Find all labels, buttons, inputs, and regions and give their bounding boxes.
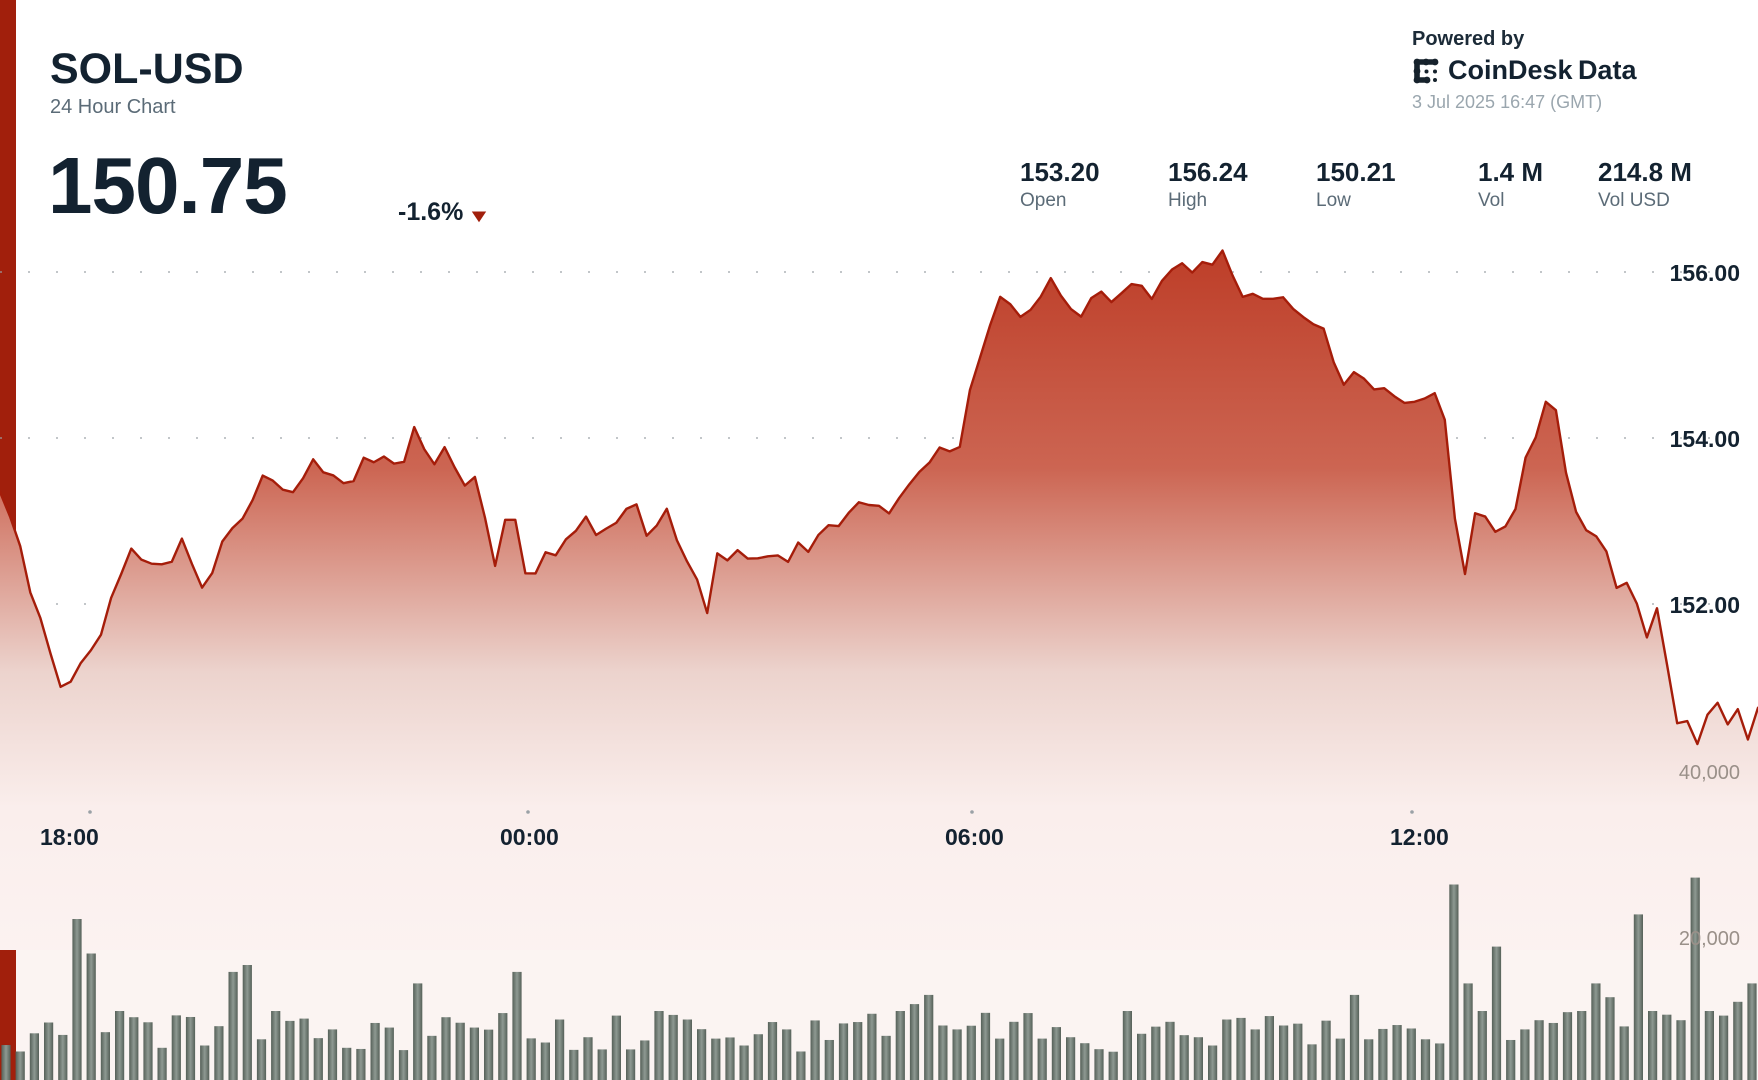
svg-text:12:00: 12:00: [1390, 824, 1449, 850]
svg-text:18:00: 18:00: [40, 824, 99, 850]
svg-text:156.00: 156.00: [1670, 260, 1740, 286]
svg-text:06:00: 06:00: [945, 824, 1004, 850]
svg-text:152.00: 152.00: [1670, 592, 1740, 618]
svg-text:154.00: 154.00: [1670, 426, 1740, 452]
svg-text:40,000: 40,000: [1679, 762, 1740, 784]
svg-text:00:00: 00:00: [500, 824, 559, 850]
svg-text:20,000: 20,000: [1679, 928, 1740, 950]
